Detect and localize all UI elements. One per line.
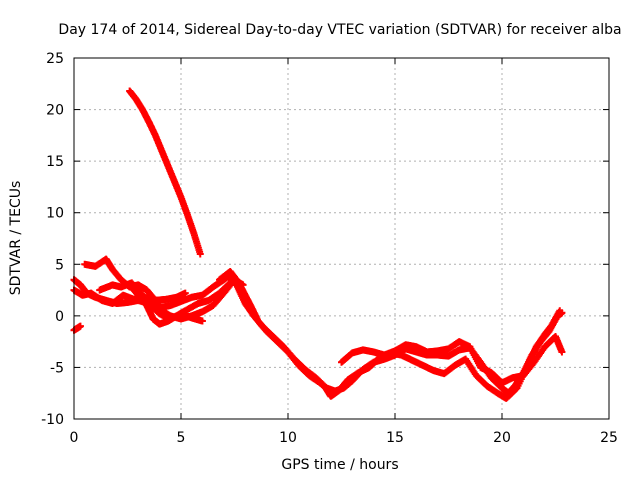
data-point bbox=[181, 289, 189, 297]
x-tick-label: 5 bbox=[177, 430, 186, 446]
data-point bbox=[198, 317, 206, 325]
chart-title: Day 174 of 2014, Sidereal Day-to-day VTE… bbox=[58, 22, 621, 38]
x-tick-label: 25 bbox=[600, 430, 618, 446]
x-axis-label: GPS time / hours bbox=[281, 457, 398, 473]
y-tick-label: 0 bbox=[55, 309, 64, 325]
data-point bbox=[196, 250, 204, 258]
series-track-j bbox=[126, 87, 204, 258]
y-axis-label: SDTVAR / TECUs bbox=[8, 181, 24, 296]
x-tick-label: 20 bbox=[493, 430, 511, 446]
series-track-a bbox=[70, 322, 84, 334]
y-tick-label: 15 bbox=[46, 154, 64, 170]
y-tick-label: -10 bbox=[41, 412, 64, 428]
y-tick-label: 20 bbox=[46, 103, 64, 119]
grid-lines bbox=[74, 58, 609, 419]
x-tick-label: 15 bbox=[386, 430, 404, 446]
series-track-i bbox=[338, 332, 566, 387]
series-track-h bbox=[224, 273, 564, 402]
axis-ticks: 0 5 10 15 20 25 -10 -5 0 5 10 15 20 25 bbox=[41, 51, 618, 446]
y-tick-label: 5 bbox=[55, 257, 64, 273]
x-tick-label: 10 bbox=[279, 430, 297, 446]
data-point bbox=[556, 307, 564, 315]
y-tick-label: -5 bbox=[50, 360, 64, 376]
y-tick-label: 25 bbox=[46, 51, 64, 67]
plot-frame bbox=[73, 57, 610, 420]
data-point bbox=[76, 322, 84, 330]
x-tick-label: 0 bbox=[70, 430, 79, 446]
data-point bbox=[558, 348, 566, 356]
data-points bbox=[70, 87, 566, 402]
y-tick-label: 10 bbox=[46, 206, 64, 222]
